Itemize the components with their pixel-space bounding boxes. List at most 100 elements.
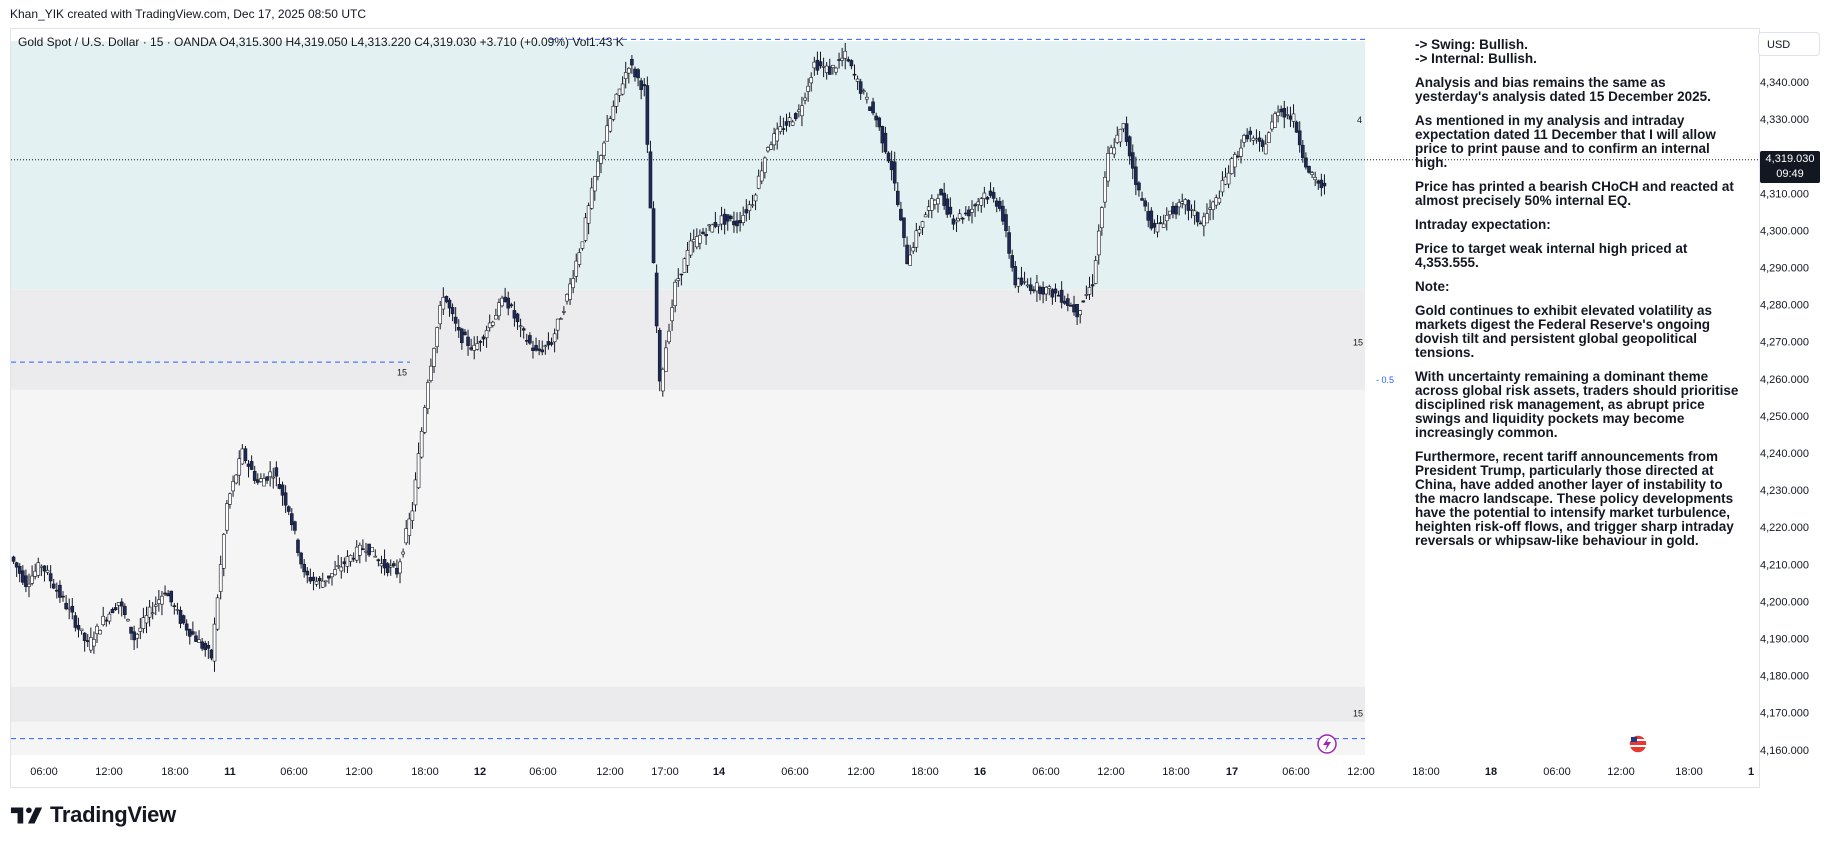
candle-up: [234, 474, 238, 484]
note-volatility: Gold continues to exhibit elevated volat…: [1415, 303, 1713, 360]
y-tick-label: 4,300.000: [1760, 225, 1809, 237]
candle-down: [994, 200, 999, 207]
candle-up: [1093, 260, 1098, 284]
candle-down: [48, 573, 53, 582]
x-tick-label: 14: [713, 766, 726, 778]
note-heading: Note:: [1415, 279, 1450, 294]
note-tariffs: Furthermore, recent tariff announcements…: [1415, 449, 1734, 548]
candle-up: [759, 170, 764, 182]
candle-up: [929, 198, 934, 211]
x-tick-label: 06:00: [1543, 766, 1571, 778]
candle-up: [1226, 172, 1231, 185]
y-tick-label: 4,170.000: [1760, 708, 1809, 720]
candle-down: [463, 331, 467, 336]
x-tick-label: 18:00: [161, 766, 189, 778]
candle-up: [95, 625, 99, 635]
candle-up: [920, 221, 925, 228]
candle-down: [119, 601, 124, 607]
candle-up: [923, 214, 928, 218]
candle-up: [1047, 286, 1052, 289]
candle-up: [1285, 114, 1290, 116]
candle-up: [834, 67, 838, 73]
candle-up: [1161, 223, 1166, 228]
candle-down: [1081, 300, 1086, 303]
note-internal: -> Internal: Bullish.: [1415, 51, 1537, 66]
candle-down: [515, 313, 520, 323]
candle-down: [200, 641, 204, 649]
candle-up: [608, 118, 613, 132]
candle-up: [330, 573, 334, 578]
candle-up: [1276, 111, 1280, 116]
y-tick-label: 4,340.000: [1760, 77, 1809, 89]
x-tick-label: 11: [224, 766, 236, 778]
analysis-notes: -> Swing: Bullish. -> Internal: Bullish.…: [1415, 38, 1740, 558]
candle-up: [580, 241, 585, 249]
candle-down: [444, 295, 449, 303]
candle-up: [617, 88, 622, 96]
candle-up: [1263, 143, 1268, 155]
candle-up: [324, 580, 328, 583]
candle-down: [1186, 200, 1191, 211]
candle-down: [61, 595, 65, 598]
candle-up: [413, 479, 418, 506]
candle-up: [141, 617, 146, 629]
candle-down: [985, 197, 990, 200]
candle-up: [667, 330, 671, 343]
candle-down: [58, 584, 62, 598]
candle-up: [917, 229, 922, 234]
candle-down: [725, 214, 730, 222]
tradingview-brand[interactable]: TradingView: [10, 802, 176, 828]
candle-up: [262, 478, 266, 487]
bar-countdown: 09:49: [1776, 168, 1804, 180]
candle-down: [249, 461, 254, 470]
candle-down: [895, 190, 900, 205]
zone-band-bottom: [11, 686, 1365, 722]
candle-up: [543, 345, 548, 348]
candle-up: [970, 208, 974, 213]
candle-up: [27, 583, 31, 587]
candle-down: [942, 192, 946, 206]
candle-down: [1075, 304, 1079, 318]
candle-down: [1301, 144, 1305, 158]
candle-up: [401, 551, 405, 555]
candle-up: [422, 407, 427, 433]
candle-down: [713, 222, 718, 227]
candle-down: [460, 328, 464, 344]
candle-up: [370, 547, 374, 553]
candle-up: [1035, 282, 1039, 292]
candle-down: [178, 610, 183, 624]
candle-down: [55, 589, 59, 592]
candle-up: [1096, 230, 1101, 256]
candle-down: [1007, 232, 1011, 254]
candle-up: [812, 61, 817, 69]
candle-down: [1010, 255, 1014, 268]
candle-down: [877, 117, 882, 128]
candle-down: [255, 479, 260, 483]
candle-down: [70, 605, 75, 613]
candle-down: [722, 213, 727, 225]
y-tick-label: 4,190.000: [1760, 634, 1809, 646]
candle-up: [568, 283, 572, 300]
candle-up: [571, 278, 575, 289]
candle-up: [268, 471, 272, 478]
candle-up: [336, 565, 340, 567]
candle-up: [410, 510, 415, 521]
brand-name: TradingView: [50, 802, 176, 827]
candle-up: [116, 602, 121, 606]
currency-button[interactable]: USD: [1758, 32, 1820, 56]
candle-up: [221, 534, 226, 569]
candle-down: [1171, 206, 1175, 214]
candle-up: [843, 50, 848, 59]
candle-up: [314, 581, 319, 585]
x-tick-label: 18:00: [1675, 766, 1703, 778]
candle-down: [113, 607, 118, 611]
candle-down: [392, 563, 396, 567]
candle-down: [1257, 137, 1262, 142]
candle-up: [664, 347, 668, 372]
candle-up: [36, 562, 41, 576]
candle-up: [803, 97, 807, 101]
candle-up: [1189, 208, 1194, 211]
candle-up: [840, 57, 844, 61]
candle-down: [450, 307, 455, 315]
